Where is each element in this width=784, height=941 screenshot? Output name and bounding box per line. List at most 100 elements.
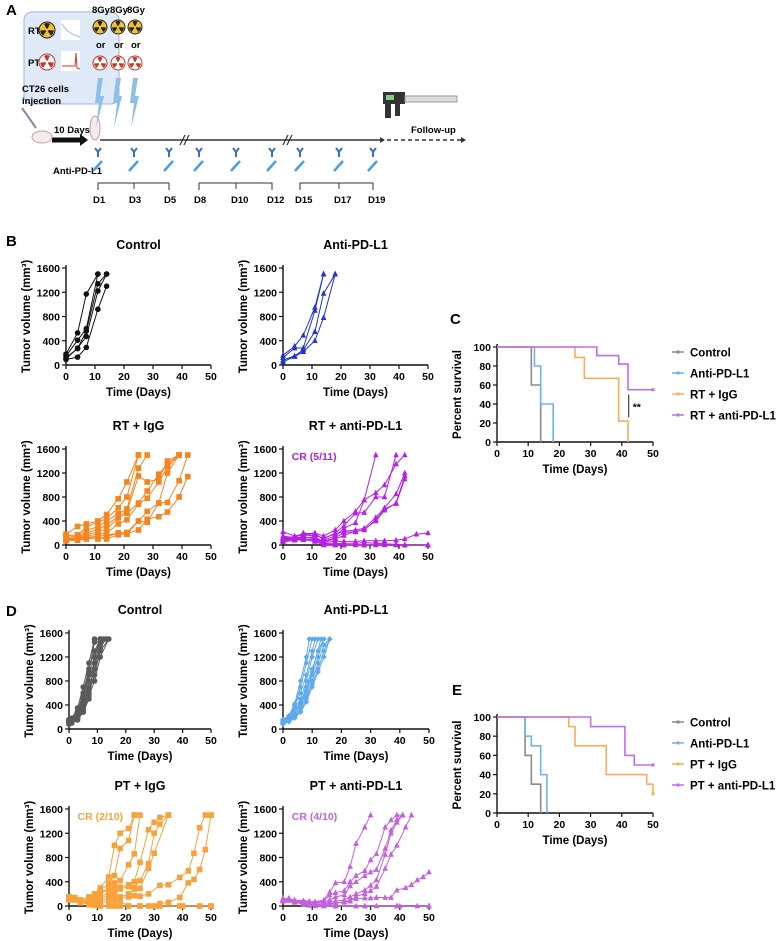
tumor-growth-series — [280, 811, 406, 905]
y-tick-label: 60 — [479, 750, 491, 762]
follow-up-label: Follow-up — [411, 125, 456, 136]
x-axis-label: Time (Days) — [106, 387, 171, 399]
legend-rt-label: RT — [28, 26, 41, 37]
data-point-marker — [135, 527, 142, 533]
y-tick-label: 0 — [271, 540, 277, 552]
data-point-marker — [124, 517, 130, 523]
data-point-marker — [315, 669, 321, 675]
y-tick-label: 400 — [259, 700, 277, 712]
data-point-marker — [352, 519, 359, 526]
data-point-marker — [393, 460, 399, 467]
panel-label-e: E — [452, 682, 462, 699]
x-tick-label: 40 — [394, 912, 406, 924]
data-point-marker — [297, 701, 304, 707]
data-point-marker — [326, 891, 333, 898]
data-point-marker — [303, 678, 310, 684]
data-point-marker — [145, 826, 152, 833]
data-point-marker — [185, 868, 192, 874]
tumor-growth-series — [280, 451, 379, 539]
legend-label: RT + anti-PD-L1 — [690, 411, 777, 423]
series-line — [65, 454, 180, 540]
data-point-marker — [145, 891, 152, 897]
data-point-marker — [326, 636, 333, 642]
data-point-marker — [297, 705, 304, 711]
y-tick-label: 20 — [479, 418, 491, 430]
data-point-marker — [176, 874, 183, 881]
x-tick-label: 20 — [118, 551, 130, 563]
data-point-marker — [91, 666, 98, 672]
data-point-marker — [318, 636, 324, 642]
data-point-marker — [402, 535, 408, 542]
data-point-marker — [300, 900, 307, 907]
data-point-marker — [117, 845, 123, 852]
irradiation-bolt-icon — [130, 78, 139, 128]
data-point-marker — [312, 536, 318, 542]
chart-title: PT + IgG — [114, 779, 165, 793]
x-axis-label: Time (Days) — [543, 835, 608, 847]
y-tick-label: 1200 — [254, 652, 278, 664]
data-point-marker — [320, 314, 327, 321]
data-point-marker — [137, 812, 143, 818]
chart-d-anti: 0 400 800 1200 1600 0 10 20 30 40 50 Time (Days) Tum… — [238, 603, 435, 763]
data-point-marker — [320, 539, 327, 546]
legend-label: Control — [690, 718, 731, 730]
data-point-marker — [97, 885, 104, 891]
x-tick-label: 10 — [92, 912, 104, 924]
chart-b-anti: 0 400 800 1200 1600 0 10 20 30 40 50 Time (Days) Tum… — [238, 238, 434, 399]
data-point-marker — [303, 654, 310, 660]
x-tick-label: 50 — [205, 551, 217, 563]
data-point-marker — [135, 465, 142, 471]
data-point-marker — [420, 873, 426, 880]
survival-curve — [497, 346, 629, 442]
legend-item: PT + IgG — [672, 760, 737, 772]
data-point-marker — [393, 490, 399, 497]
data-point-marker — [83, 527, 90, 533]
data-point-marker — [326, 888, 333, 895]
data-point-marker — [74, 345, 81, 351]
data-point-marker — [393, 500, 399, 506]
data-point-marker — [402, 472, 408, 479]
x-tick-label: 0 — [280, 551, 286, 563]
x-tick-label: 50 — [205, 912, 217, 924]
data-point-marker — [382, 851, 388, 857]
data-point-marker — [341, 887, 348, 894]
tumor-growth-series — [63, 452, 182, 542]
tumor-growth-series — [66, 895, 214, 909]
data-point-marker — [291, 535, 298, 542]
y-tick-label: 800 — [45, 853, 63, 865]
legend-item: Anti-PD-L1 — [672, 739, 750, 751]
data-point-marker — [83, 344, 90, 351]
data-point-marker — [83, 521, 90, 527]
x-tick-label: 20 — [335, 551, 347, 563]
data-point-marker — [312, 533, 318, 539]
y-tick-label: 0 — [485, 437, 491, 449]
data-point-marker — [347, 893, 353, 900]
chart-title: PT + anti-PD-L1 — [310, 779, 403, 793]
data-point-marker — [74, 716, 81, 723]
data-point-marker — [105, 880, 112, 886]
data-point-marker — [291, 899, 298, 905]
antibody-icon — [335, 147, 343, 157]
x-tick-label: 10 — [306, 371, 318, 383]
legend-item: PT + anti-PD-L1 — [672, 781, 776, 793]
data-point-marker — [95, 536, 101, 542]
data-point-marker — [303, 690, 310, 696]
data-point-marker — [388, 894, 394, 900]
y-tick-label: 400 — [42, 336, 60, 348]
data-point-marker — [381, 481, 388, 488]
data-point-marker — [103, 636, 109, 642]
data-point-marker — [341, 524, 347, 531]
data-point-marker — [332, 530, 338, 537]
survival-curve — [497, 346, 554, 442]
data-point-marker — [309, 654, 315, 660]
data-point-marker — [280, 896, 286, 903]
tumor-growth-series — [280, 811, 374, 905]
data-point-marker — [125, 891, 132, 897]
data-point-marker — [382, 865, 388, 871]
injection-syringe-icon — [333, 160, 344, 172]
data-point-marker — [124, 531, 130, 537]
data-point-marker — [185, 452, 191, 458]
syringe-icon — [21, 107, 37, 129]
series-line — [68, 814, 169, 902]
data-point-marker — [164, 464, 171, 470]
